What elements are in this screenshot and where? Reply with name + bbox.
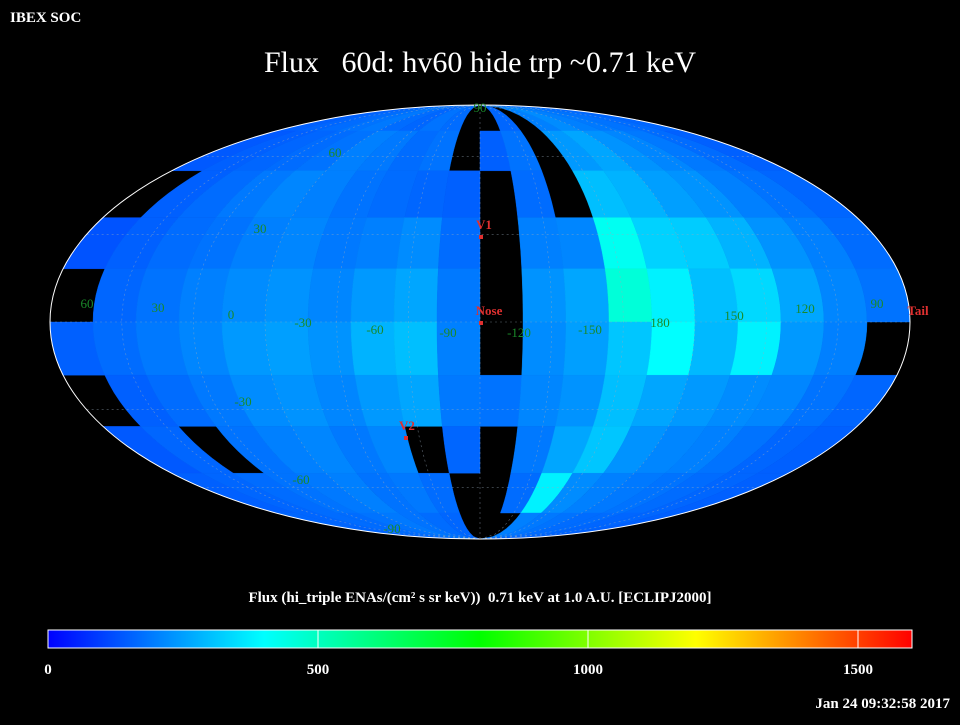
flux-cell <box>510 170 556 218</box>
grid-label: -30 <box>234 394 251 409</box>
title: Flux 60d: hv60 hide trp ~0.71 keV <box>264 46 696 79</box>
grid-label: -150 <box>578 322 602 337</box>
colorbar-tick-label: 1000 <box>573 662 603 678</box>
flux-cell <box>521 268 567 323</box>
map-outline <box>49 104 911 540</box>
grid-label: 150 <box>724 308 744 323</box>
colorbar-tick-label: 1500 <box>843 662 873 678</box>
marker-dot <box>479 235 483 239</box>
grid-label: 90 <box>871 296 884 311</box>
meridian <box>264 104 481 540</box>
grid-label: 30 <box>254 221 267 236</box>
meridian <box>193 104 481 540</box>
marker-label: Tail <box>907 303 929 318</box>
flux-cell <box>479 375 522 427</box>
flux-cell <box>517 217 564 269</box>
flux-cell <box>307 321 356 376</box>
flux-cell <box>436 268 481 323</box>
grid-label: -60 <box>366 322 383 337</box>
grid-label: -90 <box>383 521 400 536</box>
flux-cell <box>688 321 739 376</box>
meridian <box>479 104 696 540</box>
colorbar: 0 500 1000 1500 <box>44 629 913 678</box>
flux-cell <box>438 375 481 427</box>
grid-label: 0 <box>228 307 235 322</box>
marker-label: V2 <box>399 418 415 433</box>
grid-label: 30 <box>152 300 165 315</box>
grid-label: -90 <box>439 325 456 340</box>
grid-label: 120 <box>795 301 815 316</box>
sky-map <box>49 104 911 540</box>
grid-label: 90 <box>474 100 487 115</box>
flux-cell <box>442 426 481 474</box>
colorbar-tick-label: 0 <box>44 662 52 678</box>
marker-dot <box>404 436 408 440</box>
marker-dot <box>479 321 483 325</box>
marker-label: V1 <box>476 217 492 232</box>
org-label: IBEX SOC <box>10 10 81 26</box>
flux-cell <box>221 321 272 376</box>
grid-label: 60 <box>81 296 94 311</box>
grid-label: -30 <box>294 315 311 330</box>
grid-label: -60 <box>292 472 309 487</box>
grid-label: 60 <box>329 145 342 160</box>
timestamp: Jan 24 09:32:58 2017 <box>815 696 950 712</box>
flux-cell <box>563 268 610 323</box>
flux-cell <box>442 170 481 218</box>
flux-cell <box>393 321 439 376</box>
marker-label: Nose <box>476 303 503 318</box>
colorbar-caption: Flux (hi_triple ENAs/(cm² s sr keV)) 0.7… <box>248 590 711 606</box>
flux-cell <box>517 375 564 427</box>
colorbar-tick-label: 500 <box>307 662 330 678</box>
flux-cell <box>350 268 397 323</box>
meridian <box>408 104 481 540</box>
colorbar-fill <box>47 629 913 649</box>
flux-cell <box>438 217 481 269</box>
flux-cell <box>307 268 356 323</box>
flux-cell <box>604 268 653 323</box>
grid-label: -120 <box>507 325 531 340</box>
flux-cell <box>396 217 443 269</box>
flux-cell <box>438 512 481 540</box>
flux-cell <box>604 321 653 376</box>
meridian <box>479 104 767 540</box>
map-labels: 90 60 30 60 30 0 -30 -60 -90 -120 -150 180 150 120 90 -… <box>81 100 929 536</box>
grid-label: 180 <box>650 315 670 330</box>
flux-cell <box>393 268 439 323</box>
flux-cell <box>729 321 782 376</box>
